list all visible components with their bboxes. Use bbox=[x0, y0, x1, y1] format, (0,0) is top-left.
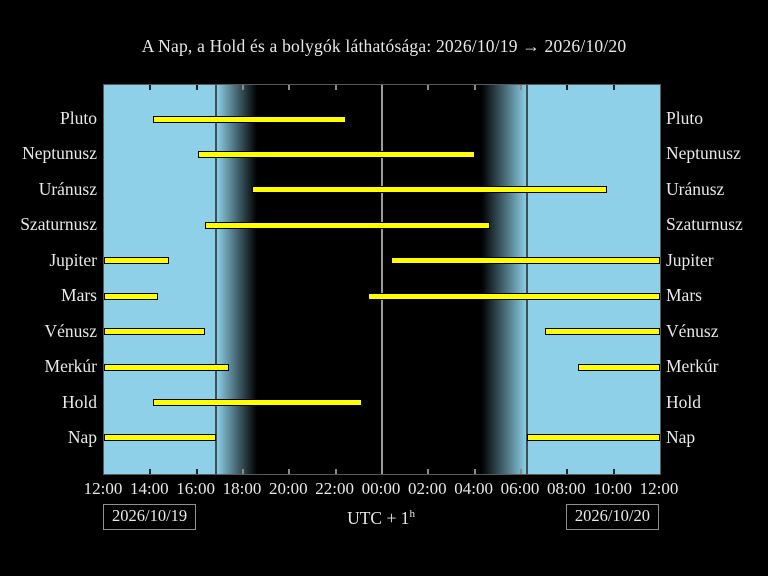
x-tick-label: 12:00 bbox=[639, 479, 679, 498]
timezone-label: UTC + 1h bbox=[103, 508, 659, 529]
visibility-bar-mars bbox=[104, 292, 159, 300]
axis-tick bbox=[334, 85, 337, 90]
x-tick-label: 20:00 bbox=[268, 479, 308, 498]
visibility-bar-neptunusz bbox=[197, 150, 475, 158]
x-tick-label: 12:00 bbox=[83, 479, 123, 498]
row-label-hold: Hold bbox=[62, 391, 97, 412]
visibility-bar-merkúr bbox=[577, 363, 660, 371]
row-label-merkúr: Merkúr bbox=[666, 356, 719, 377]
axis-tick bbox=[288, 85, 291, 90]
midnight-line bbox=[381, 85, 383, 474]
axis-tick bbox=[520, 469, 522, 474]
row-label-pluto: Pluto bbox=[60, 108, 97, 128]
row-label-uránusz: Uránusz bbox=[666, 178, 725, 199]
axis-tick bbox=[566, 85, 569, 90]
timezone-superscript: h bbox=[409, 508, 415, 521]
sunrise-line bbox=[525, 85, 528, 474]
x-tick-label: 22:00 bbox=[315, 479, 355, 498]
axis-tick bbox=[473, 469, 476, 474]
visibility-bar-jupiter bbox=[104, 257, 169, 265]
visibility-bar-vénusz bbox=[104, 328, 205, 336]
visibility-bar-nap bbox=[526, 434, 660, 442]
date-box-start: 2026/10/19 bbox=[103, 504, 197, 530]
visibility-bar-nap bbox=[104, 434, 217, 442]
axis-tick bbox=[473, 85, 476, 90]
row-label-jupiter: Jupiter bbox=[49, 249, 97, 270]
axis-tick bbox=[149, 469, 152, 474]
visibility-bar-vénusz bbox=[545, 328, 660, 336]
row-label-vénusz: Vénusz bbox=[666, 320, 719, 341]
visibility-bar-hold bbox=[152, 399, 363, 407]
axis-tick bbox=[566, 469, 569, 474]
x-tick-label: 00:00 bbox=[361, 479, 401, 498]
row-label-neptunusz: Neptunusz bbox=[22, 143, 97, 164]
visibility-bar-pluto bbox=[152, 115, 347, 123]
row-label-mars: Mars bbox=[666, 285, 702, 306]
axis-tick bbox=[242, 85, 244, 90]
row-label-nap: Nap bbox=[666, 426, 696, 447]
axis-tick bbox=[612, 85, 615, 90]
row-label-szaturnusz: Szaturnusz bbox=[20, 214, 97, 235]
row-label-merkúr: Merkúr bbox=[44, 356, 97, 377]
timezone-text: UTC + 1 bbox=[347, 508, 410, 528]
row-label-mars: Mars bbox=[61, 285, 97, 306]
visibility-bar-merkúr bbox=[104, 363, 230, 371]
x-tick-label: 14:00 bbox=[129, 479, 169, 498]
axis-tick bbox=[149, 85, 152, 90]
visibility-bar-mars bbox=[368, 292, 660, 300]
row-label-vénusz: Vénusz bbox=[44, 320, 97, 341]
x-tick-label: 08:00 bbox=[546, 479, 586, 498]
x-tick-label: 02:00 bbox=[407, 479, 447, 498]
x-tick-label: 10:00 bbox=[593, 479, 633, 498]
row-label-jupiter: Jupiter bbox=[666, 249, 714, 270]
visibility-bar-jupiter bbox=[391, 257, 660, 265]
axis-tick bbox=[427, 469, 430, 474]
axis-tick bbox=[612, 469, 615, 474]
x-tick-label: 18:00 bbox=[222, 479, 262, 498]
row-label-pluto: Pluto bbox=[666, 108, 703, 128]
axis-tick bbox=[288, 469, 291, 474]
axis-tick bbox=[195, 469, 198, 474]
axis-tick bbox=[427, 85, 430, 90]
visibility-bar-szaturnusz bbox=[204, 221, 490, 229]
axis-tick bbox=[195, 85, 198, 90]
chart-title: A Nap, a Hold és a bolygók láthatósága: … bbox=[141, 36, 627, 56]
row-label-nap: Nap bbox=[67, 426, 97, 447]
visibility-bar-uránusz bbox=[252, 186, 607, 194]
sunset-line bbox=[215, 85, 218, 474]
date-box-end: 2026/10/20 bbox=[565, 504, 659, 530]
row-label-hold: Hold bbox=[666, 391, 701, 412]
plot-area bbox=[103, 84, 661, 475]
axis-tick bbox=[334, 469, 337, 474]
x-tick-label: 16:00 bbox=[176, 479, 216, 498]
row-label-neptunusz: Neptunusz bbox=[666, 143, 741, 164]
x-tick-label: 04:00 bbox=[454, 479, 494, 498]
row-label-szaturnusz: Szaturnusz bbox=[666, 214, 743, 235]
axis-tick bbox=[520, 85, 522, 90]
row-label-uránusz: Uránusz bbox=[38, 178, 97, 199]
x-tick-label: 06:00 bbox=[500, 479, 540, 498]
axis-tick bbox=[242, 469, 244, 474]
